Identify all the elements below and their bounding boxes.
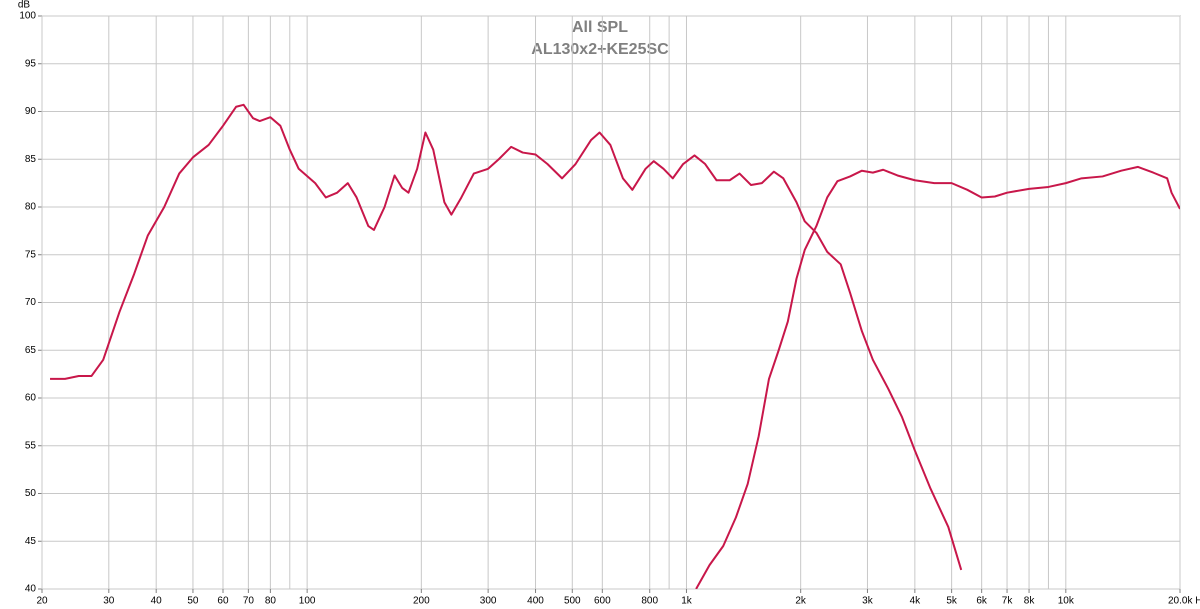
- x-tick-label: 8k: [1024, 596, 1036, 607]
- x-tick-label: 4k: [910, 596, 922, 607]
- x-tick-label: 70: [243, 596, 255, 607]
- y-tick-label: 90: [25, 106, 37, 117]
- x-tick-label: 10k: [1058, 596, 1075, 607]
- y-axis-label: dB: [18, 0, 31, 11]
- line-series: [50, 103, 963, 571]
- x-tick-label: 40: [151, 596, 163, 607]
- y-tick-label: 100: [19, 11, 36, 22]
- x-tick-label: 7k: [1002, 596, 1014, 607]
- y-tick-label: 55: [25, 440, 37, 451]
- x-tick-label: 1k: [681, 596, 693, 607]
- x-tick-label: 200: [413, 596, 430, 607]
- y-tick-label: 95: [25, 58, 37, 69]
- x-tick-label: 300: [480, 596, 497, 607]
- y-tick-label: 45: [25, 536, 37, 547]
- x-tick-label: 5k: [946, 596, 958, 607]
- y-tick-label: 50: [25, 488, 37, 499]
- x-tick-label: 6k: [976, 596, 988, 607]
- chart-title: All SPL: [572, 19, 628, 36]
- y-tick-label: 80: [25, 202, 37, 213]
- chart-subtitle: AL130x2+KE25SC: [531, 41, 669, 58]
- y-tick-label: 70: [25, 297, 37, 308]
- y-tick-label: 75: [25, 249, 37, 260]
- x-tick-label: 50: [187, 596, 199, 607]
- x-tick-label: 20: [36, 596, 48, 607]
- y-tick-label: 85: [25, 154, 37, 165]
- y-tick-label: 65: [25, 345, 37, 356]
- x-tick-label: 30: [103, 596, 115, 607]
- y-tick-label: 40: [25, 584, 37, 595]
- x-tick-label: 80: [265, 596, 277, 607]
- x-tick-label: 100: [299, 596, 316, 607]
- y-tick-label: 60: [25, 393, 37, 404]
- x-tick-label: 20.0k Hz: [1168, 596, 1200, 607]
- line-series: [695, 165, 1180, 589]
- x-tick-label: 800: [641, 596, 658, 607]
- x-tick-label: 400: [527, 596, 544, 607]
- x-tick-label: 600: [594, 596, 611, 607]
- x-tick-label: 2k: [795, 596, 807, 607]
- x-tick-label: 60: [217, 596, 229, 607]
- x-tick-label: 500: [564, 596, 581, 607]
- x-tick-label: 3k: [862, 596, 874, 607]
